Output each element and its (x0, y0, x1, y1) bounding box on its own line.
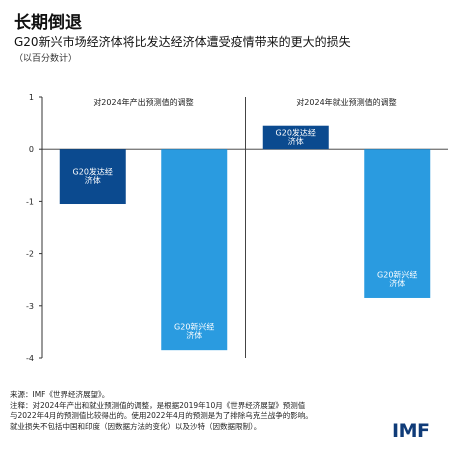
y-tick-label: -1 (26, 197, 34, 206)
bar-label: 济体 (85, 175, 101, 185)
bar (364, 149, 431, 298)
footnotes: 来源：IMF《世界经济展望》。 注释：对2024年产出和就业预测值的调整，是根据… (10, 390, 390, 432)
y-tick-label: 0 (29, 145, 34, 154)
bar-label: G20新兴经 (174, 322, 214, 332)
unit-label: （以百分数计） (14, 54, 78, 64)
note-line-3: 就业损失不包括中国和印度（因数据方法的变化）以及沙特（因数据限制）。 (10, 421, 262, 431)
y-tick-label: -3 (26, 302, 34, 311)
bar-label: 济体 (186, 330, 202, 340)
bar-label: G20发达经 (276, 128, 316, 138)
chart-subtitle: G20新兴市场经济体将比发达经济体遭受疫情带来的更大的损失 (14, 35, 351, 49)
bar (59, 149, 126, 205)
imf-logo: IMF (392, 420, 430, 442)
bar-label: G20发达经 (73, 167, 113, 177)
bar (262, 125, 329, 150)
y-tick-label: 1 (29, 93, 34, 102)
panel-title: 对2024年就业预测值的调整 (296, 97, 396, 107)
bar-label: 济体 (288, 136, 304, 146)
y-tick-label: -4 (26, 354, 34, 363)
y-tick-label: -2 (26, 250, 34, 259)
panel-title: 对2024年产出预测值的调整 (93, 97, 193, 107)
note-line-2: 与2022年4月的预测值比较得出的。使用2022年4月的预测是为了排除乌克兰战争… (10, 411, 313, 420)
bar (161, 149, 228, 351)
bar-label: 济体 (389, 278, 405, 288)
bar-label: G20新兴经 (377, 269, 417, 279)
source-note: 来源：IMF《世界经济展望》。 (10, 390, 110, 399)
chart-title: 长期倒退 (14, 13, 82, 33)
note-line-1: 注释：对2024年产出和就业预测值的调整，是根据2019年10月《世界经济展望》… (10, 400, 306, 410)
